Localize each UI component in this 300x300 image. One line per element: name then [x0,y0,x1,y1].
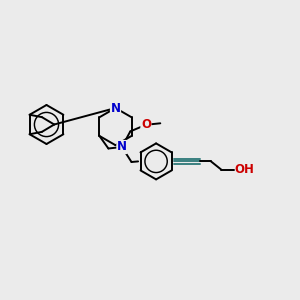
Text: N: N [117,140,127,154]
Text: N: N [110,101,121,115]
Text: O: O [141,118,151,131]
Text: OH: OH [235,163,255,176]
